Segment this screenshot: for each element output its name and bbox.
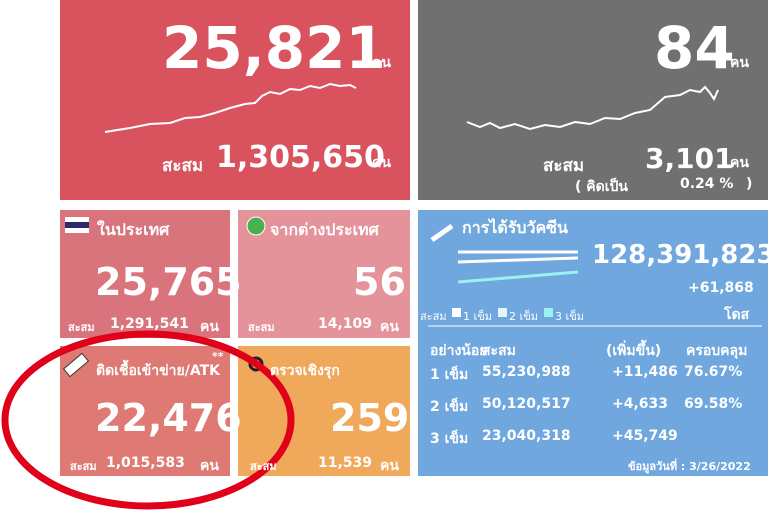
legend-item: 2 เข็ม xyxy=(509,310,539,323)
unit: คน xyxy=(380,458,399,474)
cumulative: 3,101 xyxy=(645,142,734,175)
atk-panel xyxy=(60,346,230,476)
note: ** xyxy=(212,350,224,363)
label: สะสม xyxy=(248,321,275,334)
deaths-panel xyxy=(418,0,768,200)
vaccine-bar-2 xyxy=(457,256,579,264)
table-cell: 1 เข็ม xyxy=(430,367,469,383)
atk-icon xyxy=(62,352,90,378)
increase: +61,868 xyxy=(688,280,754,296)
table-cell: +45,749 xyxy=(612,428,678,444)
table-header: อย่างน้อย xyxy=(430,343,488,359)
legend-swatch xyxy=(544,308,553,317)
table-cell: 76.67% xyxy=(684,364,743,380)
unit: คน xyxy=(380,319,399,335)
table-cell: 55,230,988 xyxy=(482,364,571,380)
table-cell: +4,633 xyxy=(612,396,669,412)
unit: โดส xyxy=(724,307,750,323)
title: ในประเทศ xyxy=(97,220,170,239)
cases-panel xyxy=(60,0,410,200)
legend-swatch xyxy=(452,308,461,317)
table-cell: 2 เข็ม xyxy=(430,399,469,415)
table-cell: 23,040,318 xyxy=(482,428,571,444)
flag-icon xyxy=(65,222,89,228)
cumulative: 11,539 xyxy=(318,455,373,471)
imported-panel xyxy=(238,210,410,338)
table-cell: 50,120,517 xyxy=(482,396,571,412)
deaths-sparkline xyxy=(466,85,719,131)
table-cell: +11,486 xyxy=(612,364,678,380)
label: สะสม xyxy=(162,156,204,176)
unit: คน xyxy=(372,155,391,171)
value: 25,765 xyxy=(95,260,242,304)
table-cell: 3 เข็ม xyxy=(430,431,469,447)
label: สะสม xyxy=(250,460,277,473)
deaths-value: 84 xyxy=(654,14,735,82)
ratio-suffix: ) xyxy=(746,176,753,192)
highlight-circle xyxy=(1,330,295,510)
footer: ข้อมูลวันที่ : 3/26/2022 xyxy=(628,460,751,473)
vaccine-panel xyxy=(418,210,768,476)
table-cell: 69.58% xyxy=(684,396,743,412)
title: ติดเชื้อเข้าข่าย/ATK xyxy=(96,363,220,379)
legend-swatch xyxy=(498,308,507,317)
title: ตรวจเชิงรุก xyxy=(270,363,340,379)
value: 22,476 xyxy=(95,396,242,440)
globe-icon xyxy=(246,216,266,236)
unit: คน xyxy=(200,319,219,335)
label: สะสม xyxy=(68,321,95,334)
title: จากต่างประเทศ xyxy=(270,220,379,239)
cumulative: 1,291,541 xyxy=(110,316,189,332)
title: การได้รับวัคซีน xyxy=(462,218,568,237)
legend-item: 1 เข็ม xyxy=(463,310,493,323)
unit: คน xyxy=(730,55,749,71)
table-header: (เพิ่มขึ้น) xyxy=(606,343,662,359)
table-header: ครอบคลุม xyxy=(686,343,748,359)
label: สะสม xyxy=(543,156,585,176)
total: 128,391,823 xyxy=(592,240,768,270)
unit: คน xyxy=(200,458,219,474)
cumulative: 1,015,583 xyxy=(106,455,185,471)
table-header: สะสม xyxy=(482,343,516,359)
unit: คน xyxy=(372,55,391,71)
label: สะสม xyxy=(70,460,97,473)
cumulative: 14,109 xyxy=(318,316,373,332)
value: 259 xyxy=(330,396,410,440)
unit: คน xyxy=(730,155,749,171)
ratio: 0.24 % xyxy=(680,176,734,192)
syringe-icon xyxy=(430,223,454,243)
cases-value: 25,821 xyxy=(162,14,386,82)
value: 56 xyxy=(353,260,406,304)
cumulative: 1,305,650 xyxy=(216,140,385,175)
ratio-prefix: ( คิดเป็น xyxy=(575,179,628,195)
legend-label: สะสม xyxy=(420,310,447,323)
vaccine-bar-3 xyxy=(457,270,579,284)
cases-sparkline xyxy=(104,82,357,133)
legend-item: 3 เข็ม xyxy=(555,310,585,323)
